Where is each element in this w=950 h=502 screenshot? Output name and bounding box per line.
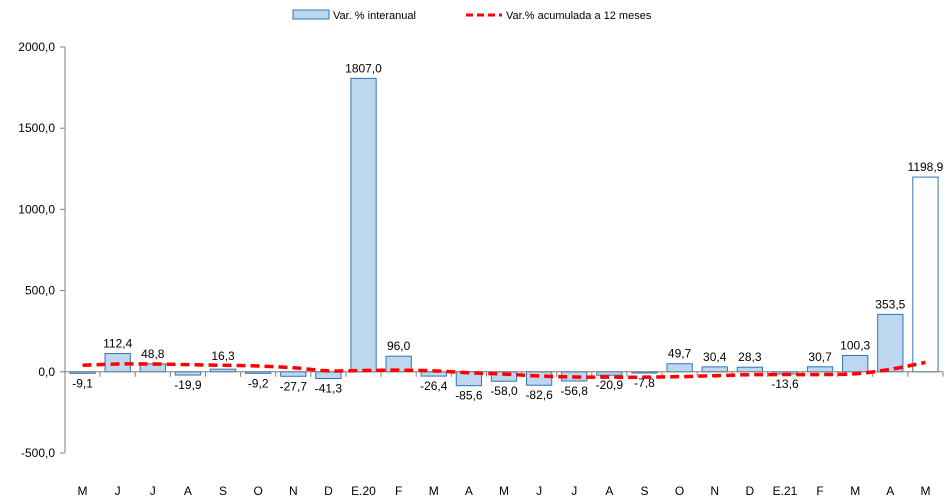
x-tick-label: M bbox=[78, 484, 88, 498]
cumulative-line bbox=[82, 360, 926, 379]
x-tick-label: F bbox=[395, 484, 402, 498]
bar-data-label: -85,6 bbox=[455, 389, 483, 403]
bar-data-label: -7,8 bbox=[634, 376, 655, 390]
bar-data-labels: -9,1 112,4 48,8 -19,9 16,3 -9,2 -27,7 -41,3 1807… bbox=[72, 61, 943, 402]
bar-data-label: 96,0 bbox=[387, 339, 411, 353]
bar-data-label: -26,4 bbox=[420, 379, 448, 393]
x-tick-label: S bbox=[640, 484, 648, 498]
x-tick-label: J bbox=[571, 484, 577, 498]
x-tick-label: M bbox=[429, 484, 439, 498]
x-tick-label: A bbox=[886, 484, 894, 498]
bar-data-label: -58,0 bbox=[490, 384, 518, 398]
bar bbox=[877, 313, 904, 373]
bar-data-label: -41,3 bbox=[315, 382, 343, 396]
bar-data-label: 100,3 bbox=[840, 339, 870, 353]
bar-data-label: -20,9 bbox=[596, 378, 624, 392]
bar-data-label: 28,3 bbox=[738, 350, 762, 364]
x-tick-label: S bbox=[219, 484, 227, 498]
x-axis bbox=[64, 371, 944, 377]
bar bbox=[350, 77, 377, 373]
bar-data-label: 16,3 bbox=[211, 349, 235, 363]
x-tick-label: J bbox=[150, 484, 156, 498]
bar bbox=[315, 371, 342, 380]
line-series bbox=[82, 360, 926, 379]
legend: Var. % interanual Var.% acumulada a 12 m… bbox=[292, 9, 652, 22]
x-tick-label: O bbox=[675, 484, 684, 498]
bar-data-label: 353,5 bbox=[875, 297, 905, 311]
bar bbox=[842, 355, 869, 373]
x-tick-label: J bbox=[115, 484, 121, 498]
legend-bar-swatch bbox=[292, 9, 330, 20]
x-tick-label: D bbox=[746, 484, 755, 498]
x-tick-label: A bbox=[465, 484, 473, 498]
bar-data-label: 112,4 bbox=[103, 337, 132, 351]
bar-data-label: -27,7 bbox=[280, 379, 308, 393]
bar-data-label: 1198,9 bbox=[908, 160, 944, 174]
legend-line-label: Var.% acumulada a 12 meses bbox=[506, 10, 652, 22]
y-tick-label: 1500,0 bbox=[18, 121, 55, 135]
x-tick-label: A bbox=[605, 484, 613, 498]
bar-data-label: -82,6 bbox=[525, 388, 553, 402]
bar-data-label: 30,4 bbox=[703, 350, 727, 364]
bar-data-label: -13,6 bbox=[771, 377, 799, 391]
y-axis: -500,0 0,0 500,0 1000,0 1500,0 2000,0 bbox=[18, 40, 66, 460]
bar bbox=[666, 363, 693, 373]
bar-data-label: 49,7 bbox=[668, 347, 692, 361]
bar bbox=[736, 366, 763, 373]
x-tick-label: E.21 bbox=[773, 484, 798, 498]
legend-bar-label: Var. % interanual bbox=[333, 10, 416, 22]
bar-data-label: 48,8 bbox=[141, 347, 165, 361]
bar-data-label: -9,2 bbox=[248, 376, 269, 390]
y-tick-label: -500,0 bbox=[21, 446, 55, 460]
x-tick-labels: M J J A S O N D E.20 F M A M J J A S O N D E.21 F M A M bbox=[78, 484, 931, 498]
bar-data-label: -56,8 bbox=[561, 384, 589, 398]
x-tick-label: F bbox=[816, 484, 823, 498]
bar-data-label: -19,9 bbox=[174, 378, 202, 392]
bar-series bbox=[69, 77, 939, 387]
y-tick-label: 500,0 bbox=[25, 284, 55, 298]
bar-data-label: 1807,0 bbox=[345, 61, 382, 75]
x-tick-label: A bbox=[184, 484, 192, 498]
x-tick-label: E.20 bbox=[351, 484, 376, 498]
y-tick-label: 0,0 bbox=[38, 365, 55, 379]
y-tick-label: 1000,0 bbox=[18, 202, 55, 216]
x-tick-label: N bbox=[289, 484, 298, 498]
bar bbox=[806, 366, 834, 373]
bar bbox=[525, 371, 553, 386]
y-tick-label: 2000,0 bbox=[18, 40, 55, 54]
bar bbox=[912, 176, 939, 373]
bar bbox=[701, 366, 728, 373]
bar bbox=[280, 371, 307, 377]
bar bbox=[596, 371, 623, 376]
x-tick-label: N bbox=[710, 484, 719, 498]
x-tick-label: J bbox=[536, 484, 542, 498]
bar-data-label: -9,1 bbox=[72, 376, 93, 390]
x-tick-label: M bbox=[850, 484, 860, 498]
x-tick-label: O bbox=[253, 484, 262, 498]
bar-data-label: 30,7 bbox=[808, 350, 832, 364]
x-tick-label: M bbox=[499, 484, 509, 498]
x-tick-label: D bbox=[324, 484, 333, 498]
x-tick-label: M bbox=[920, 484, 930, 498]
